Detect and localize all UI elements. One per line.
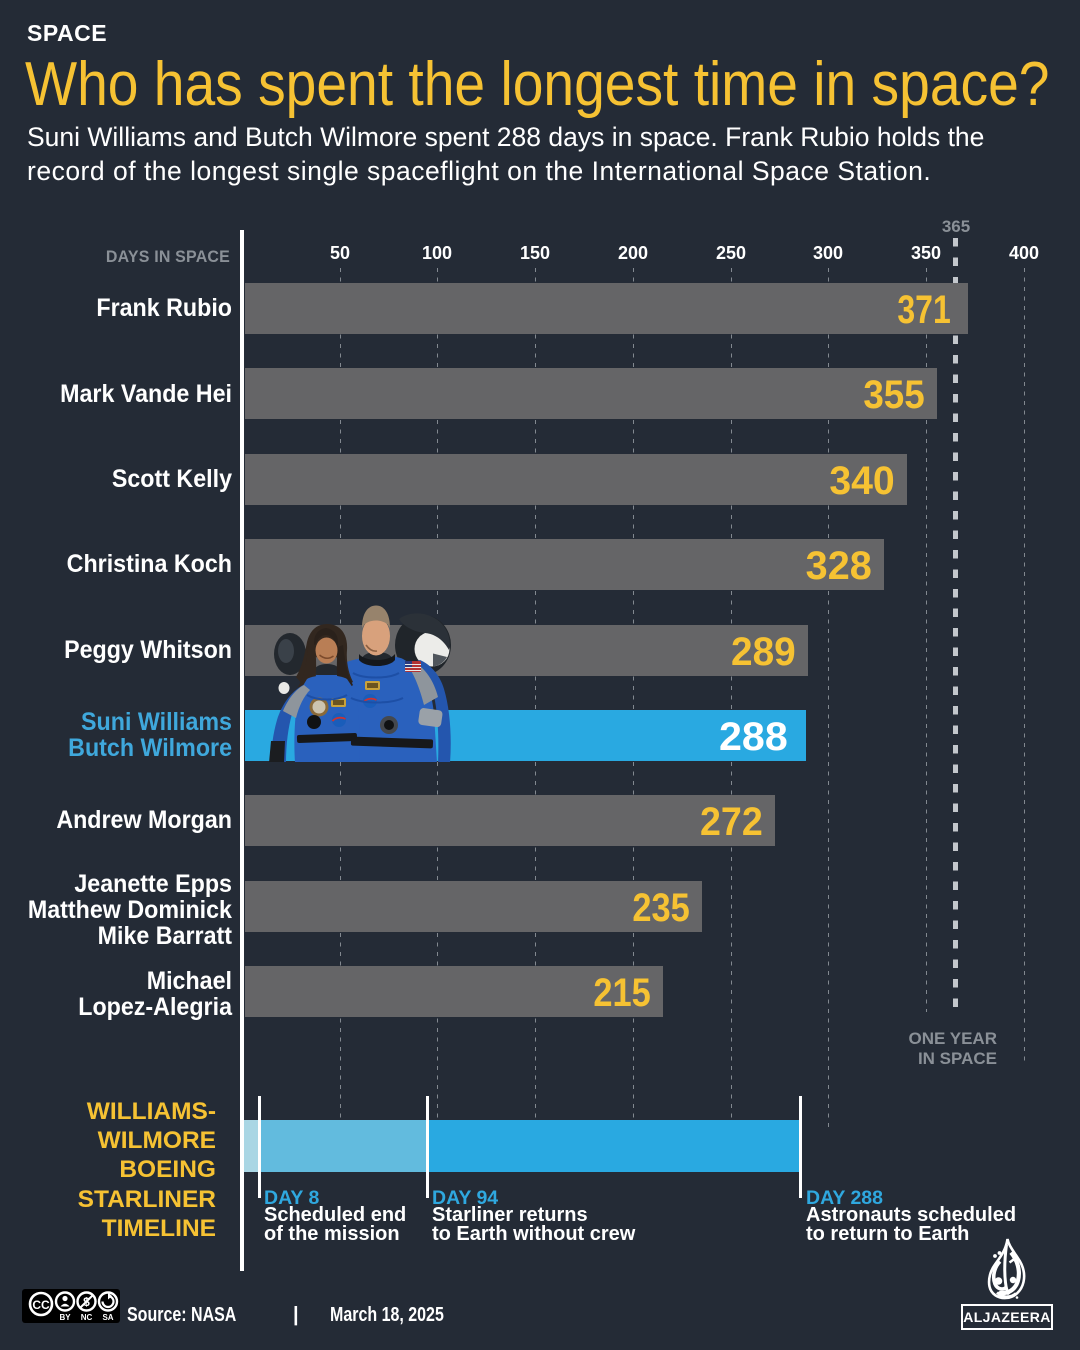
svg-text:BY: BY [59, 1313, 71, 1322]
svg-text:CC: CC [32, 1298, 50, 1312]
svg-text:SA: SA [102, 1313, 113, 1322]
svg-text:NC: NC [81, 1313, 93, 1322]
